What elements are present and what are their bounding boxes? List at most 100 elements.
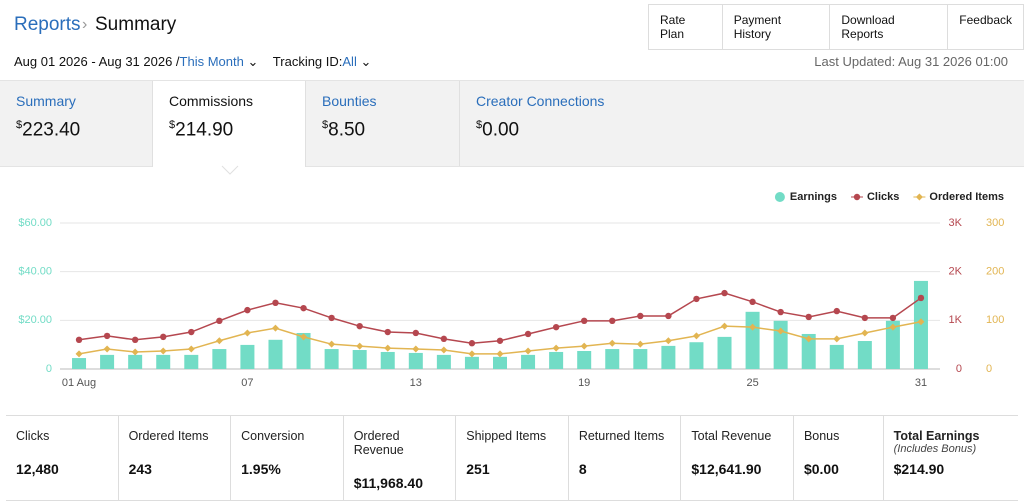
x-tick-label: 25	[746, 377, 758, 389]
tracking-label: Tracking ID:	[272, 54, 343, 69]
stat-note: (Includes Bonus)	[893, 443, 977, 455]
point	[861, 329, 869, 337]
tick-label: 0	[986, 363, 992, 375]
bar	[352, 350, 367, 369]
button[interactable]: Rate Plan	[660, 13, 686, 41]
point	[805, 313, 812, 321]
tick-label: $40.00	[18, 266, 52, 278]
legend-swatch	[774, 192, 785, 202]
bar	[128, 354, 143, 369]
point	[693, 295, 700, 303]
legend-label: Earnings	[790, 191, 837, 203]
tick-label: $20.00	[18, 314, 52, 326]
bar	[661, 345, 676, 369]
point	[552, 344, 560, 352]
point	[468, 340, 476, 347]
point	[861, 314, 869, 322]
bar	[100, 354, 115, 369]
point	[777, 327, 785, 335]
tab[interactable]: Summary $223.40	[0, 81, 152, 166]
legend-label: Ordered Items	[929, 191, 1004, 203]
filters: Aug 01 2026 - Aug 31 2026 /This Month ⌄ …	[14, 54, 372, 69]
tab[interactable]: Bounties $8.50	[306, 81, 460, 166]
point	[917, 294, 925, 302]
point	[749, 323, 757, 331]
bar	[633, 349, 648, 369]
button[interactable]: Payment History	[721, 5, 830, 49]
bar	[296, 332, 311, 369]
point	[524, 347, 532, 355]
tick-label: 300	[986, 217, 1004, 229]
point	[160, 333, 167, 341]
point	[608, 339, 616, 347]
point	[440, 335, 448, 343]
legend: Ordered Items Clicks Earnings	[774, 191, 1004, 203]
stat: Total Earnings (Includes Bonus) $214.90	[882, 416, 1018, 500]
bar	[72, 358, 87, 369]
tab[interactable]: Creator Connections $0.00	[460, 81, 760, 166]
currency: $	[169, 119, 176, 131]
point	[580, 342, 588, 350]
stat-label: Clicks	[16, 429, 50, 443]
page-title: Summary	[95, 14, 177, 35]
point	[889, 323, 897, 331]
stat: Shipped Items 251	[455, 416, 568, 500]
x-tick-label: 07	[241, 377, 253, 389]
point	[131, 348, 139, 356]
stat: Conversion 1.95%	[230, 416, 343, 500]
button[interactable]: Download Reports	[829, 5, 947, 49]
bar	[521, 354, 536, 369]
stat: Ordered Revenue $11,968.40	[342, 416, 456, 500]
stat: Returned Items 8	[567, 416, 681, 500]
point	[721, 289, 728, 297]
tab-amount: $223.40	[16, 119, 136, 141]
button[interactable]: Feedback	[947, 5, 1023, 49]
tab-label: Summary	[16, 93, 76, 109]
point	[300, 333, 308, 341]
bar	[885, 320, 900, 369]
point	[749, 298, 756, 306]
point	[159, 347, 167, 355]
bar	[464, 356, 479, 369]
stat-value: $214.90	[893, 461, 945, 477]
point	[215, 337, 223, 345]
tab-amount: $214.90	[169, 119, 289, 141]
last-updated: Last Updated: Aug 31 2026 01:00	[814, 54, 1008, 69]
tab[interactable]: Commissions $214.90	[152, 81, 306, 167]
point	[889, 314, 897, 322]
x-tick-label: 13	[410, 377, 422, 389]
point	[412, 329, 420, 337]
bar	[801, 333, 816, 369]
tick-label: 0	[956, 363, 962, 375]
currency: $	[476, 119, 483, 131]
bar	[605, 349, 620, 369]
bar	[493, 356, 507, 369]
tick-label: 2K	[949, 266, 963, 278]
point	[440, 346, 448, 354]
point	[75, 350, 83, 358]
point	[271, 324, 279, 332]
point	[468, 350, 476, 358]
stat-label: Bonus	[803, 429, 840, 443]
point	[917, 318, 925, 326]
point	[833, 335, 841, 343]
point	[131, 336, 139, 343]
tracking-select[interactable]: All	[342, 54, 357, 69]
period-select[interactable]: This Month	[179, 54, 244, 69]
point	[103, 345, 111, 353]
x-tick-label: 01 Aug	[62, 377, 96, 389]
stat-value: 12,480	[16, 461, 59, 477]
stat-value: 251	[466, 461, 490, 477]
stat-label: Shipped Items	[466, 429, 547, 443]
stat-value: $0.00	[803, 461, 839, 477]
bar	[689, 342, 704, 369]
bar	[829, 344, 844, 369]
stat: Total Revenue $12,641.90	[680, 416, 793, 500]
breadcrumb[interactable]: Reports	[14, 14, 81, 35]
point	[636, 340, 644, 348]
tab-label: Creator Connections	[476, 93, 605, 109]
stat-value: $11,968.40	[353, 475, 423, 491]
tick-label: 3K	[949, 217, 963, 229]
stat-label: Total Revenue	[691, 429, 772, 443]
